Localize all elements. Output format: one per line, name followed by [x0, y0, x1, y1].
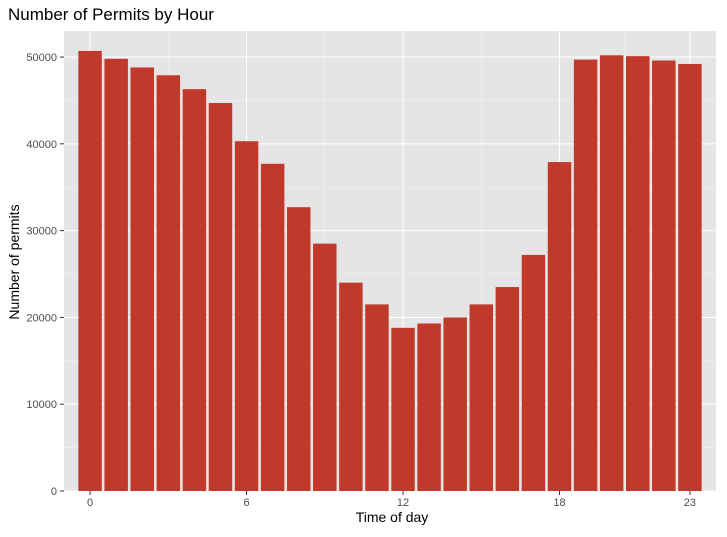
- y-tick-label: 50000: [26, 52, 57, 64]
- bar-hour-14: [443, 317, 467, 491]
- bar-hour-19: [573, 59, 598, 491]
- bar-hour-7: [260, 163, 285, 491]
- x-tick-label: 12: [397, 497, 409, 509]
- bar-hour-9: [313, 243, 337, 491]
- bar-hour-3: [156, 75, 181, 491]
- bar-hour-15: [469, 304, 494, 491]
- bar-hour-16: [495, 287, 520, 491]
- bar-hour-11: [365, 304, 389, 491]
- bar-hour-20: [599, 55, 624, 492]
- bar-hour-21: [626, 56, 650, 492]
- chart-title: Number of Permits by Hour: [8, 5, 214, 24]
- bar-hour-0: [78, 50, 102, 491]
- y-tick-label: 20000: [26, 312, 57, 324]
- x-tick-label: 18: [553, 497, 565, 509]
- bar-hour-12: [391, 327, 415, 491]
- x-axis: 0 6 12 18 23: [87, 491, 696, 509]
- bar-series: [78, 50, 702, 492]
- bar-hour-22: [652, 60, 676, 492]
- x-tick-label: 6: [243, 497, 249, 509]
- y-axis: 0 10000 20000 30000 40000 50000: [26, 52, 64, 498]
- y-tick-label: 30000: [26, 226, 57, 238]
- bar-hour-13: [417, 323, 441, 491]
- bar-hour-5: [208, 103, 233, 492]
- x-tick-label: 23: [684, 497, 696, 509]
- bar-hour-2: [130, 67, 154, 492]
- bar-hour-1: [104, 58, 128, 491]
- bar-hour-8: [286, 207, 311, 492]
- y-tick-label: 0: [51, 486, 57, 498]
- x-axis-title: Time of day: [356, 509, 429, 525]
- bar-hour-4: [182, 89, 207, 491]
- y-tick-label: 40000: [26, 139, 57, 151]
- y-axis-title: Number of permits: [6, 204, 22, 319]
- bar-hour-23: [678, 63, 702, 491]
- y-tick-label: 10000: [26, 399, 57, 411]
- bar-hour-17: [521, 254, 546, 491]
- bar-hour-6: [234, 141, 259, 491]
- bar-hour-10: [339, 282, 363, 491]
- x-tick-label: 0: [87, 497, 93, 509]
- bar-hour-18: [547, 162, 572, 491]
